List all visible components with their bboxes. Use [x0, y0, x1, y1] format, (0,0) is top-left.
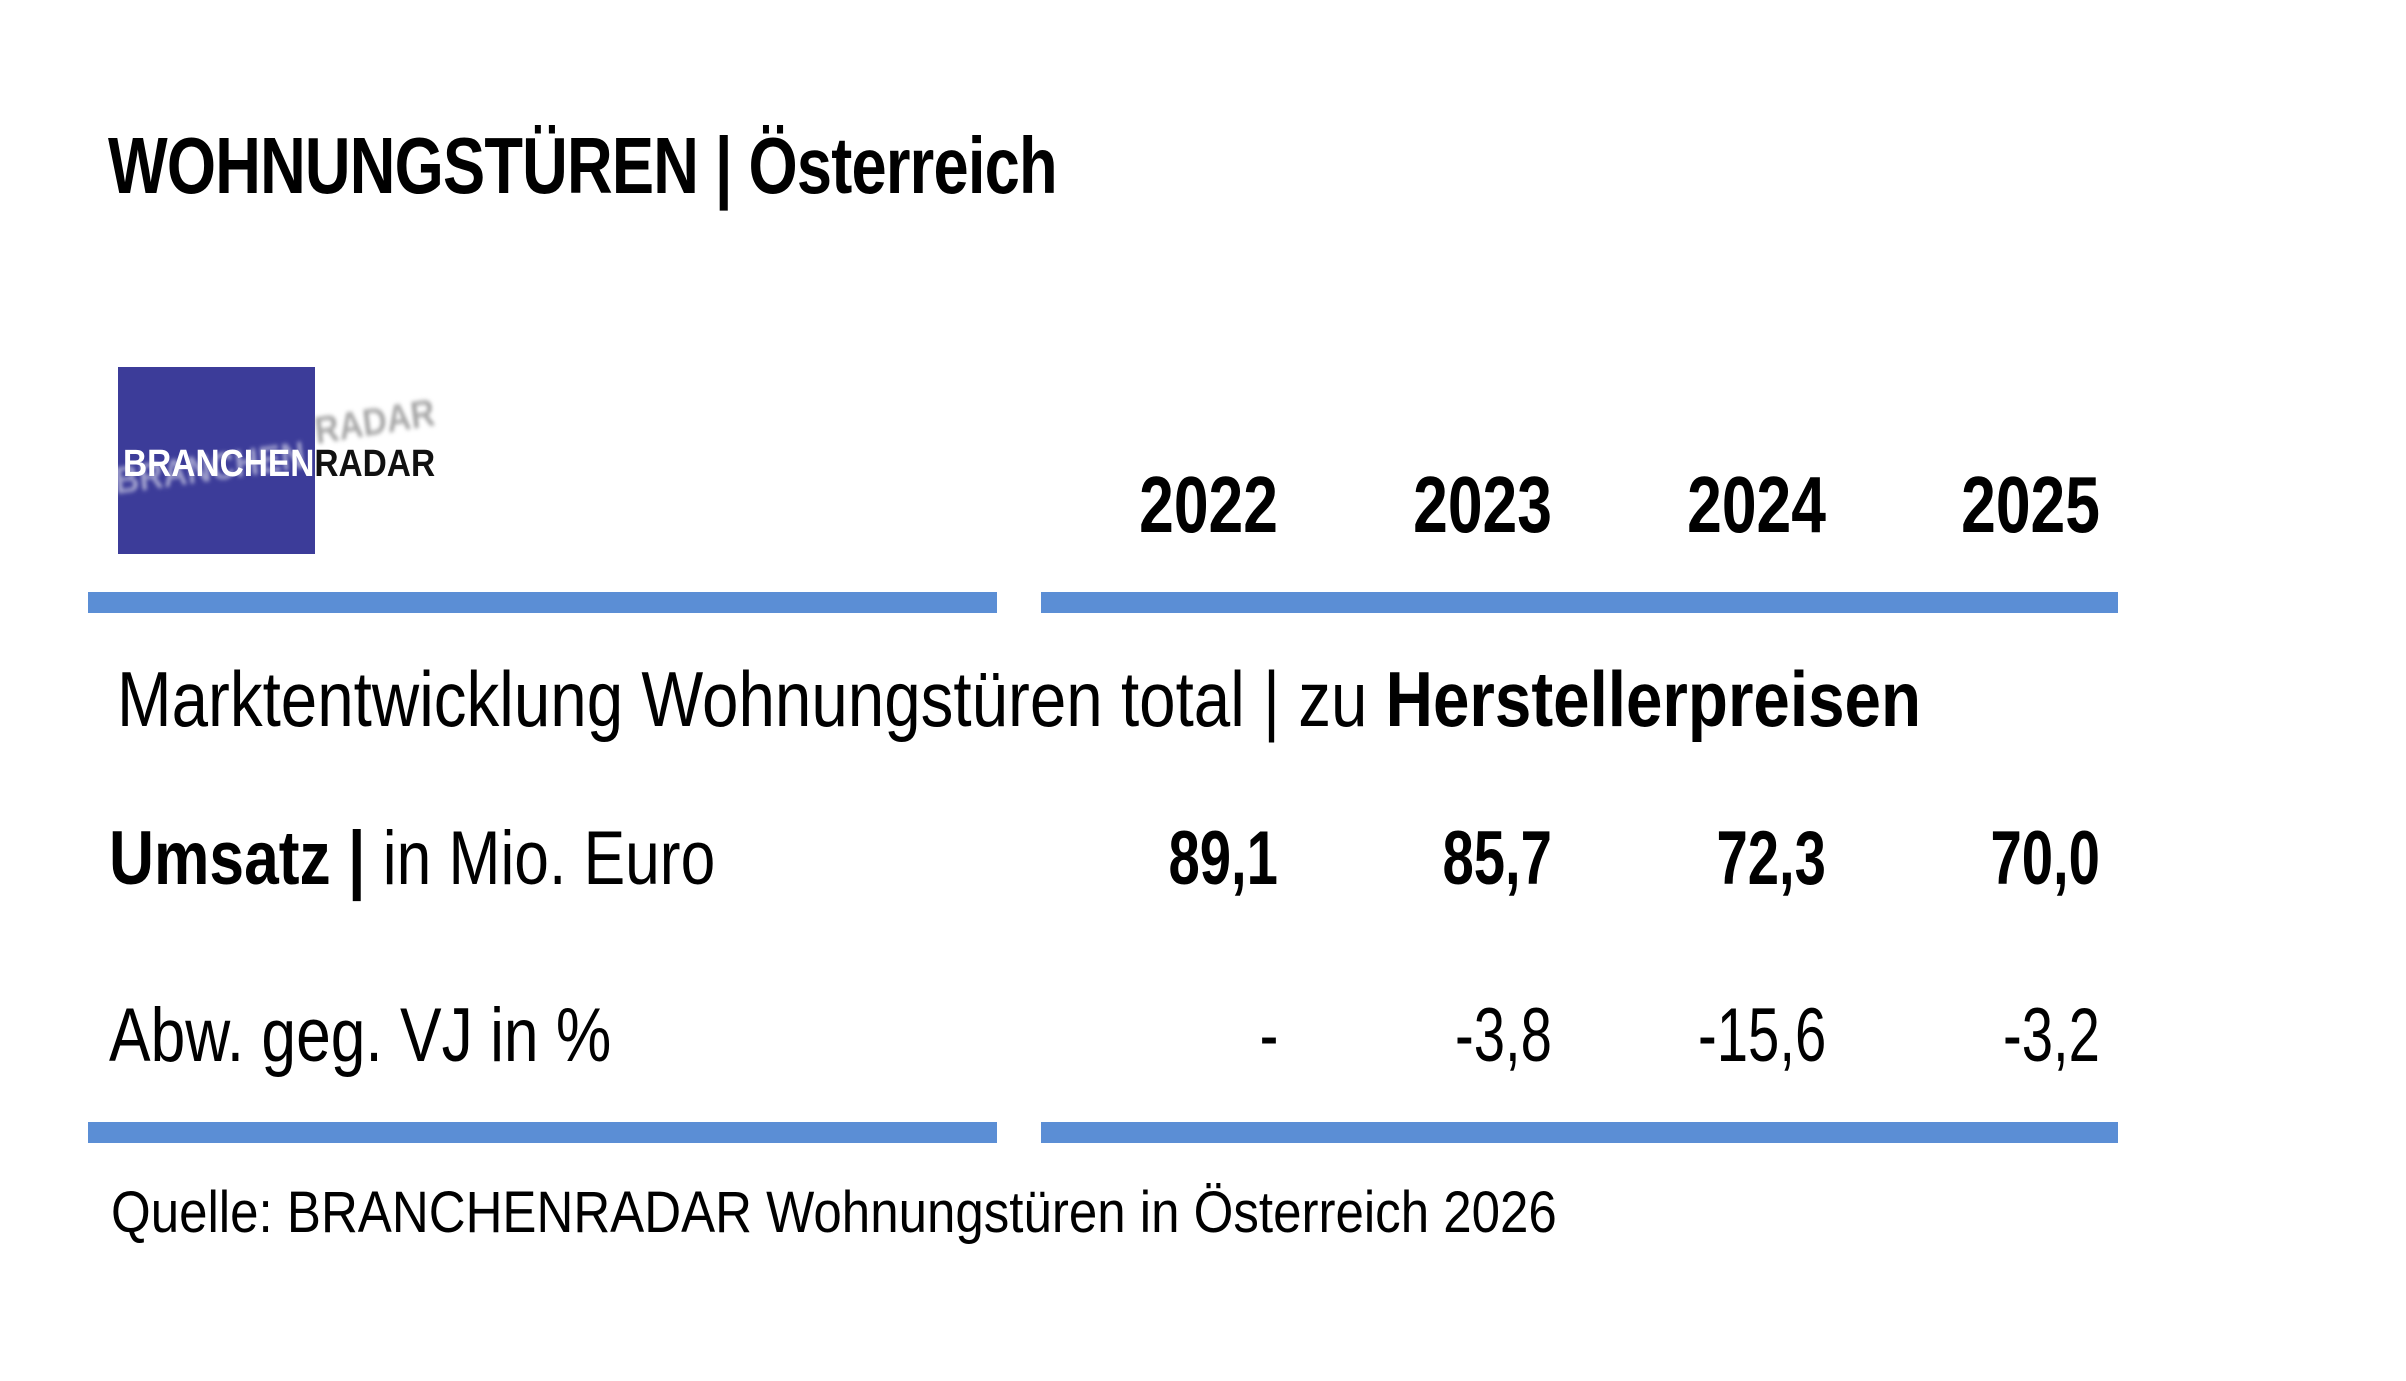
- umsatz-value-2024: 72,3: [1716, 816, 1826, 901]
- section-title-regular: Marktentwicklung Wohnungstüren total | z…: [117, 655, 1386, 743]
- abw-value-2022: -: [1259, 993, 1278, 1078]
- divider-bar-bottom-left: [88, 1122, 997, 1143]
- data-table: 2022 2023 2024 2025 Marktentwicklung Woh…: [88, 0, 2118, 1381]
- year-header-2023: 2023: [1413, 460, 1552, 549]
- umsatz-value-2025: 70,0: [1990, 816, 2100, 901]
- page-title: WOHNUNGSTÜREN | Österreich: [108, 126, 1309, 206]
- divider-bar-bottom-right: [1041, 1122, 2118, 1143]
- source-note: Quelle: BRANCHENRADAR Wohnungstüren in Ö…: [111, 1180, 1557, 1245]
- abw-value-2024: -15,6: [1697, 993, 1826, 1078]
- row-label: Umsatz | in Mio. Euro: [109, 816, 716, 901]
- year-header-2024: 2024: [1687, 460, 1826, 549]
- divider-bar-top-right: [1041, 592, 2118, 613]
- umsatz-value-2023: 85,7: [1442, 816, 1552, 901]
- umsatz-value-2022: 89,1: [1168, 816, 1278, 901]
- page-title-text: WOHNUNGSTÜREN | Österreich: [108, 121, 1058, 210]
- abw-value-2025: -3,2: [2003, 993, 2100, 1078]
- table-row-umsatz: Umsatz | in Mio. Euro 89,1 85,7 72,3 70,…: [88, 821, 2118, 897]
- table-row-abweichung: Abw. geg. VJ in % - -3,8 -15,6 -3,2: [88, 998, 2118, 1074]
- abw-value-2023: -3,8: [1455, 993, 1552, 1078]
- branchenradar-logo: BRANCHEN RADAR BRANCHENRADAR: [113, 367, 437, 554]
- logo-wordmark: BRANCHENRADAR: [123, 445, 435, 483]
- table-header-row: 2022 2023 2024 2025: [88, 465, 2118, 545]
- logo-text-radar: RADAR: [314, 443, 436, 485]
- logo-square: [118, 367, 315, 554]
- year-header-2022: 2022: [1139, 460, 1278, 549]
- logo-text-branchen: BRANCHEN: [123, 443, 315, 485]
- divider-bar-top-left: [88, 592, 997, 613]
- header-spacer: [88, 465, 1004, 545]
- year-header-2025: 2025: [1961, 460, 2100, 549]
- section-title: Marktentwicklung Wohnungstüren total | z…: [117, 660, 2265, 738]
- section-title-bold: Herstellerpreisen: [1385, 655, 1921, 743]
- row-label: Abw. geg. VJ in %: [109, 993, 612, 1078]
